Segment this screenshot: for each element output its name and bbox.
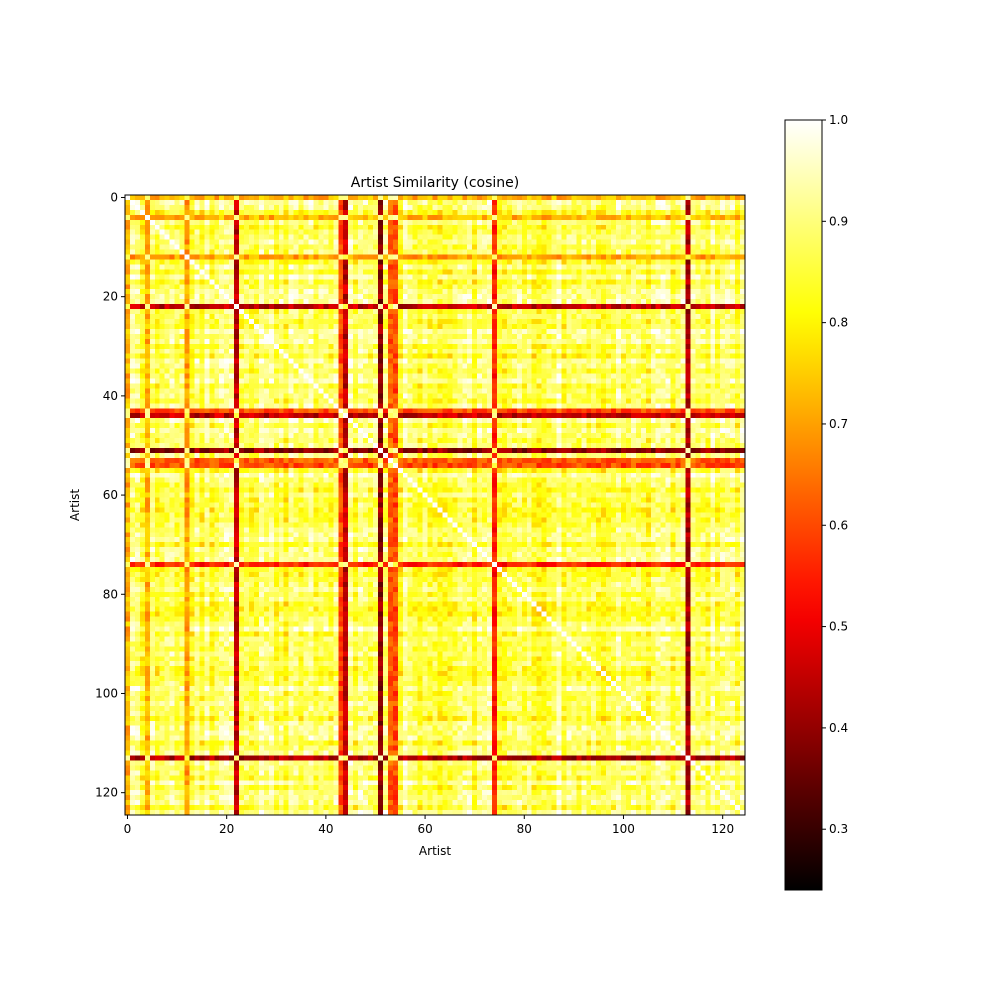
colorbar-tick-label: 0.9 [829,214,848,228]
heatmap-image [125,195,745,815]
y-tick-label: 80 [103,587,118,601]
chart-title: Artist Similarity (cosine) [351,175,519,191]
heatmap-frame [124,194,746,816]
x-tick-label: 60 [417,822,432,836]
colorbar-gradient [784,119,823,891]
x-tick-label: 20 [219,822,234,836]
y-tick-label: 0 [110,190,118,204]
colorbar-tick-label: 0.7 [829,417,848,431]
y-axis-ticks: 0 20 40 60 80 100 120 [95,190,125,800]
colorbar-tick-label: 0.3 [829,822,848,836]
y-tick-label: 40 [103,389,118,403]
x-tick-label: 80 [517,822,532,836]
colorbar-ticks: 0.3 0.4 0.5 0.6 0.7 0.8 0.9 1.0 [822,113,848,836]
colorbar-tick-label: 0.6 [829,518,848,532]
x-tick-label: 0 [124,822,132,836]
y-axis-label: Artist [68,489,82,521]
colorbar-tick-label: 1.0 [829,113,848,127]
y-tick-label: 60 [103,488,118,502]
colorbar-tick-label: 0.4 [829,721,848,735]
colorbar-tick-label: 0.5 [829,620,848,634]
x-axis-ticks: 0 20 40 60 80 100 120 [124,815,734,836]
x-tick-label: 100 [612,822,635,836]
colorbar: 0.3 0.4 0.5 0.6 0.7 0.8 0.9 1.0 [784,113,848,891]
x-tick-label: 120 [711,822,734,836]
y-tick-label: 120 [95,786,118,800]
y-tick-label: 20 [103,290,118,304]
heatmap-plot-area [124,194,746,816]
y-tick-label: 100 [95,686,118,700]
x-axis-label: Artist [419,844,451,858]
colorbar-tick-label: 0.8 [829,316,848,330]
x-tick-label: 40 [318,822,333,836]
